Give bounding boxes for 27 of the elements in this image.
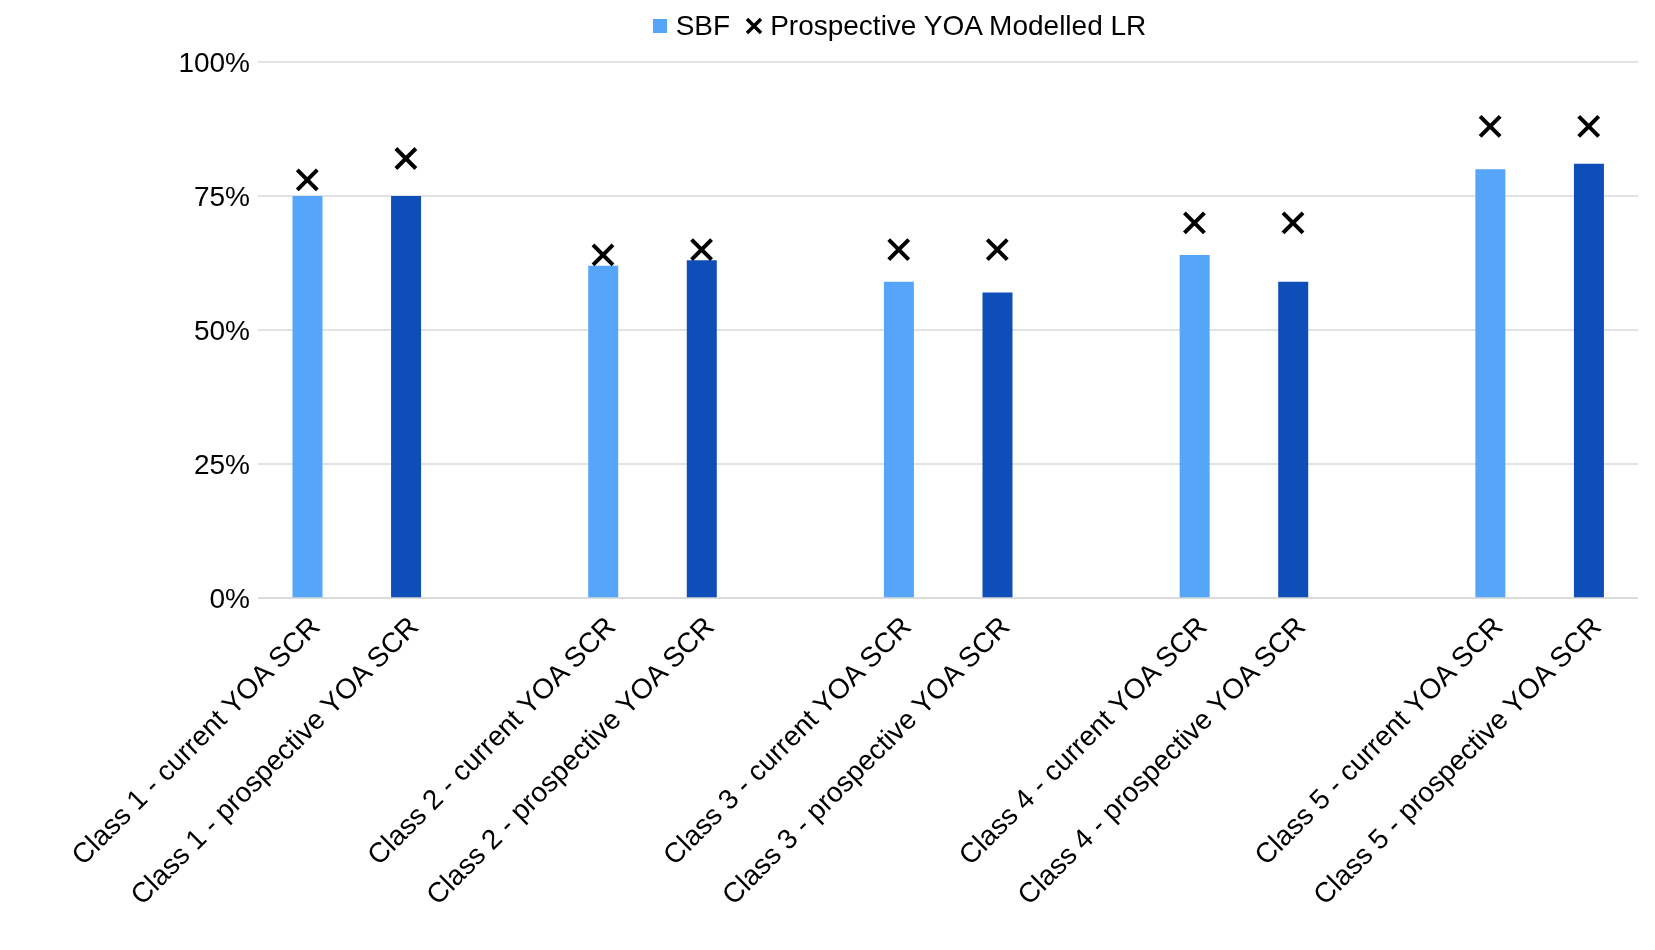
y-tick-label: 100% <box>178 46 250 78</box>
y-tick-label: 75% <box>193 180 250 212</box>
point <box>886 237 911 262</box>
y-tick-label: 50% <box>193 314 250 346</box>
bar <box>883 281 914 598</box>
y-tick-label: 0% <box>209 582 250 614</box>
legend-label: Prospective YOA Modelled LR <box>770 10 1147 42</box>
bar <box>292 196 323 598</box>
point <box>985 237 1010 262</box>
bar <box>1573 163 1604 598</box>
bar <box>686 260 717 598</box>
point <box>591 242 615 267</box>
point <box>1182 210 1207 235</box>
point <box>1281 210 1305 235</box>
point <box>1576 114 1601 139</box>
bar <box>588 265 619 598</box>
bar <box>391 196 422 598</box>
bar <box>982 292 1013 598</box>
legend-label: SBF <box>675 10 731 42</box>
bar <box>1179 254 1210 598</box>
point <box>295 167 320 192</box>
bar <box>1278 281 1309 598</box>
point <box>393 146 418 171</box>
y-tick-label: 25% <box>193 448 250 480</box>
bar <box>1475 169 1506 598</box>
point <box>689 237 714 262</box>
point <box>1478 114 1503 139</box>
